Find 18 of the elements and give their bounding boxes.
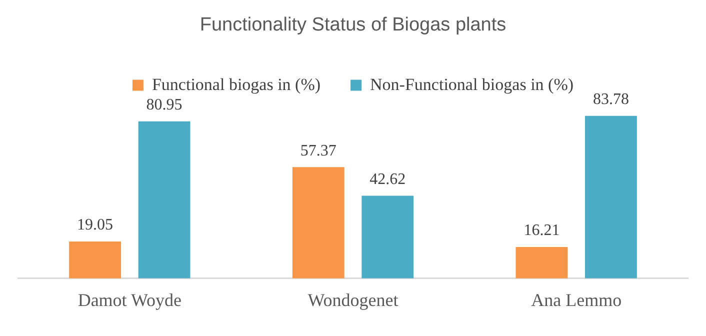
data-label: 83.78 [592,91,629,108]
x-tick-label: Wondogenet [308,290,398,310]
data-label: 57.37 [300,142,336,160]
x-tick-label: Damot Woyde [78,290,182,310]
data-label: 42.62 [370,170,406,188]
data-label: 19.05 [77,216,114,234]
x-tick-label: Ana Lemmo [531,290,622,310]
bar [69,241,122,278]
legend-label: Non-Functional biogas in (%) [370,74,574,94]
bar [516,246,568,278]
bar [584,116,637,278]
data-label: 80.95 [146,96,182,114]
legend-label: Functional biogas in (%) [152,74,321,94]
bar [292,167,344,278]
chart-title: Functionality Status of Biogas plants [200,14,506,36]
data-label: 16.21 [524,222,560,240]
bar [138,121,190,278]
bar [362,196,414,278]
